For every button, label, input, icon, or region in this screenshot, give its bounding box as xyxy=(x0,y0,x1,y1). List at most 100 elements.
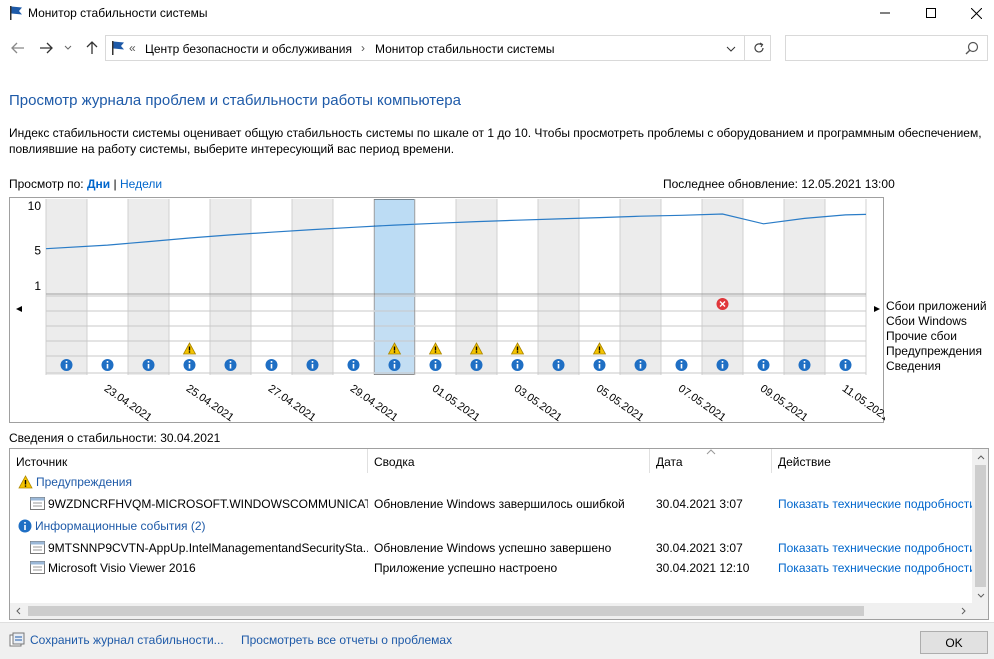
day-column xyxy=(292,199,333,375)
x-tick-label: 29.04.2021 xyxy=(348,383,400,424)
selected-day-column xyxy=(374,199,415,294)
info-icon-mark xyxy=(598,364,601,369)
table-row[interactable]: 9MTSNNP9CVTN-AppUp.IntelManagementandSec… xyxy=(10,538,972,558)
stability-chart[interactable]: 10 5 1 23.04.2021 25.04.2021 27.04.2021 29.04.… xyxy=(9,197,885,424)
stability-details-table: Источник Сводка Дата Действие Предупрежд… xyxy=(9,448,989,620)
refresh-icon xyxy=(753,42,764,53)
breadcrumb-reliability-monitor[interactable]: Монитор стабильности системы xyxy=(375,42,555,56)
info-icon-mark xyxy=(762,364,765,369)
refresh-button[interactable] xyxy=(744,36,772,60)
day-column xyxy=(251,199,292,375)
stability-chart-canvas[interactable]: 10 5 1 23.04.2021 25.04.2021 27.04.2021 29.04.… xyxy=(10,198,885,424)
day-column xyxy=(210,199,251,375)
minimize-icon xyxy=(880,12,890,14)
info-icon-mark xyxy=(352,364,355,369)
horizontal-scroll-thumb[interactable] xyxy=(28,606,864,616)
search-box[interactable] xyxy=(785,35,988,61)
maximize-button[interactable] xyxy=(908,0,954,26)
day-column xyxy=(538,199,579,375)
info-icon-mark xyxy=(803,364,806,369)
table-row[interactable]: 9WZDNCRFHVQM-MICROSOFT.WINDOWSCOMMUNICAT… xyxy=(10,494,972,514)
close-button[interactable] xyxy=(953,0,994,26)
up-button[interactable] xyxy=(82,37,102,59)
y-tick-label: 10 xyxy=(28,199,42,213)
info-icon-dot xyxy=(65,361,68,363)
scroll-up-button[interactable] xyxy=(972,449,988,465)
legend-item: Предупреждения xyxy=(886,344,982,358)
table-row[interactable]: Microsoft Visio Viewer 2016 Приложение у… xyxy=(10,558,972,578)
day-column xyxy=(661,199,702,375)
row-summary: Приложение успешно настроено xyxy=(374,561,558,575)
info-icon-dot xyxy=(639,361,642,363)
x-tick-label: 25.04.2021 xyxy=(184,383,236,424)
stability-index-line xyxy=(45,213,867,250)
info-icon xyxy=(18,519,32,533)
app-failure-icon-cross xyxy=(719,301,726,307)
info-icon-dot xyxy=(270,361,273,363)
show-technical-details-link[interactable]: Показать технические подробности xyxy=(778,541,972,555)
row-date: 30.04.2021 3:07 xyxy=(656,497,743,511)
forward-button[interactable] xyxy=(36,37,56,59)
back-button[interactable] xyxy=(8,37,28,59)
info-icon-mark xyxy=(680,364,683,369)
group-header-warnings[interactable]: Предупреждения xyxy=(18,475,132,489)
info-icon-mark xyxy=(311,364,314,369)
sort-ascending-icon xyxy=(706,449,716,457)
info-icon-mark xyxy=(721,364,724,369)
application-icon xyxy=(30,541,45,554)
minimize-button[interactable] xyxy=(862,0,908,26)
info-icon-mark xyxy=(434,364,437,369)
info-icon-dot xyxy=(762,361,765,363)
day-column xyxy=(620,199,661,375)
warning-icon-dot xyxy=(516,351,519,353)
info-icon-mark xyxy=(844,364,847,369)
info-icon-mark xyxy=(147,364,150,369)
view-all-problem-reports-link[interactable]: Просмотреть все отчеты о проблемах xyxy=(241,633,453,647)
show-technical-details-link[interactable]: Показать технические подробности xyxy=(778,497,972,511)
ok-button[interactable]: OK xyxy=(920,631,988,654)
view-days-link[interactable]: Дни xyxy=(87,177,111,191)
info-icon-dot xyxy=(311,361,314,363)
x-tick-label: 23.04.2021 xyxy=(102,383,154,424)
scroll-left-button[interactable] xyxy=(10,603,27,619)
row-summary: Обновление Windows успешно завершено xyxy=(374,541,612,555)
save-reliability-history-link[interactable]: Сохранить журнал стабильности... xyxy=(30,633,224,647)
chevron-down-icon xyxy=(977,593,984,598)
vertical-scroll-thumb[interactable] xyxy=(975,465,986,587)
column-header-source[interactable]: Источник xyxy=(10,449,368,473)
breadcrumb-separator[interactable]: › xyxy=(361,41,365,55)
stability-details-label: Сведения о стабильности: 30.04.2021 xyxy=(9,431,221,445)
column-header-date[interactable]: Дата xyxy=(650,449,772,473)
view-by-selector: Просмотр по: Дни | Недели xyxy=(9,177,162,191)
navigation-bar: « Центр безопасности и обслуживания › Мо… xyxy=(0,33,994,63)
arrow-right-icon xyxy=(40,42,53,54)
show-technical-details-link[interactable]: Показать технические подробности xyxy=(778,561,972,575)
day-column xyxy=(825,199,866,375)
breadcrumb-overflow[interactable]: « xyxy=(129,41,136,55)
address-bar[interactable]: « Центр безопасности и обслуживания › Мо… xyxy=(105,35,771,61)
info-icon-dot xyxy=(229,361,232,363)
column-header-action[interactable]: Действие xyxy=(778,455,831,469)
warning-icon-mark xyxy=(393,346,396,351)
warning-icon-dot xyxy=(475,351,478,353)
group-header-info-events[interactable]: Информационные события (2) xyxy=(18,519,206,533)
maximize-icon xyxy=(926,8,936,18)
day-column xyxy=(784,199,825,375)
x-tick-label: 01.05.2021 xyxy=(430,383,482,424)
chart-scroll-left-icon xyxy=(16,306,22,312)
vertical-scrollbar[interactable] xyxy=(972,449,988,619)
view-weeks-link[interactable]: Недели xyxy=(120,177,163,191)
warning-icon-dot xyxy=(598,351,601,353)
legend-item: Сведения xyxy=(886,359,941,373)
column-header-summary[interactable]: Сводка xyxy=(368,449,650,473)
horizontal-scrollbar[interactable] xyxy=(10,603,972,619)
last-update-text: Последнее обновление: 12.05.2021 13:00 xyxy=(663,177,895,191)
row-source: 9WZDNCRFHVQM-MICROSOFT.WINDOWSCOMMUNICAT… xyxy=(48,497,368,511)
row-source: 9MTSNNP9CVTN-AppUp.IntelManagementandSec… xyxy=(48,541,368,555)
breadcrumb-security-center[interactable]: Центр безопасности и обслуживания xyxy=(145,42,352,56)
application-icon xyxy=(30,561,45,574)
address-dropdown-button[interactable] xyxy=(722,40,740,58)
scroll-down-button[interactable] xyxy=(972,587,988,603)
scroll-right-button[interactable] xyxy=(955,603,972,619)
recent-locations-button[interactable] xyxy=(61,37,75,59)
